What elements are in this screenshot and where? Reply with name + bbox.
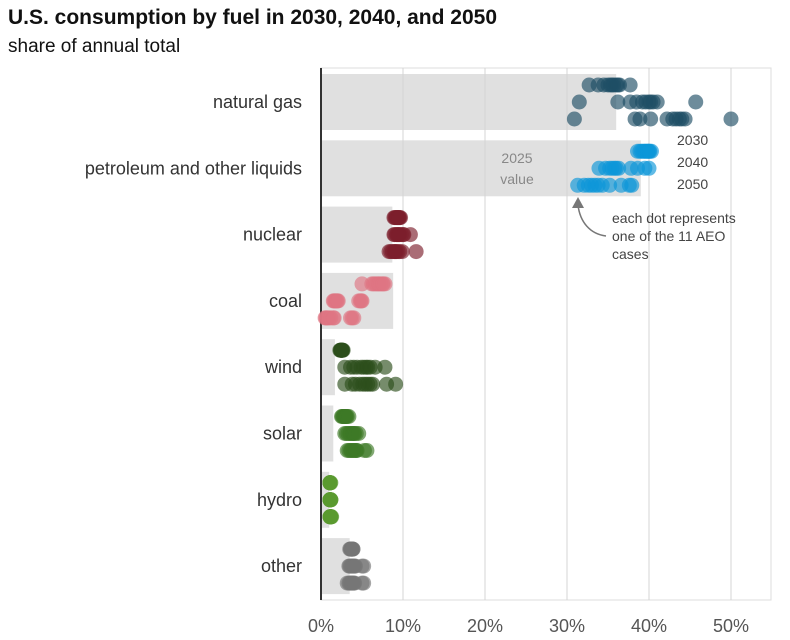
dot-2050 xyxy=(365,376,381,392)
annotation-arrow xyxy=(577,204,607,237)
dot-annotation: each dot represents xyxy=(612,210,736,226)
x-tick-label: 10% xyxy=(385,616,421,636)
dot-2030 xyxy=(345,541,361,557)
dot-2040 xyxy=(377,359,393,375)
x-tick-label: 0% xyxy=(308,616,334,636)
dot-2050 xyxy=(356,575,372,591)
dot-2050 xyxy=(602,177,618,193)
dot-2050 xyxy=(388,376,404,392)
category-label: solar xyxy=(263,424,302,444)
dot-2030 xyxy=(377,276,393,292)
dot-2040 xyxy=(402,227,418,243)
dot-2040 xyxy=(611,160,627,176)
x-tick-label: 40% xyxy=(631,616,667,636)
dot-2050 xyxy=(408,244,424,260)
dot-2040 xyxy=(649,94,665,110)
bar-annotation: 2025 xyxy=(501,150,532,166)
dot-2050 xyxy=(566,111,582,127)
bar-2025-wind xyxy=(321,339,335,396)
x-tick-label: 20% xyxy=(467,616,503,636)
dot-annotation: one of the 11 AEO xyxy=(612,228,725,244)
dot-2030 xyxy=(643,143,659,159)
bar-annotation: value xyxy=(500,171,534,187)
chart-subtitle: share of annual total xyxy=(8,36,181,57)
dot-2050 xyxy=(359,443,375,458)
category-label: coal xyxy=(269,291,302,311)
dot-2030 xyxy=(622,77,638,93)
dot-2040 xyxy=(351,426,367,441)
dot-2050 xyxy=(677,111,693,127)
dot-annotation: cases xyxy=(612,246,649,262)
bar-2025-solar xyxy=(321,405,334,462)
x-tick-label: 50% xyxy=(713,616,749,636)
bar-2025-nuclear xyxy=(321,206,393,263)
dot-2040 xyxy=(688,94,704,110)
dot-2040 xyxy=(641,160,657,176)
year-label: 2050 xyxy=(677,176,708,192)
dot-2030 xyxy=(323,475,339,491)
dot-2040 xyxy=(354,293,370,309)
category-label: hydro xyxy=(257,490,302,510)
dot-2050 xyxy=(346,310,362,326)
dot-2030 xyxy=(393,210,409,226)
dot-2050 xyxy=(632,111,648,127)
arrow-head-icon xyxy=(572,197,584,208)
dot-2050 xyxy=(394,244,410,260)
dot-2040 xyxy=(323,492,339,508)
category-label: petroleum and other liquids xyxy=(85,158,302,178)
year-label: 2030 xyxy=(677,132,708,148)
dot-2050 xyxy=(643,111,659,127)
x-tick-label: 30% xyxy=(549,616,585,636)
dot-2050 xyxy=(723,111,739,127)
dot-2040 xyxy=(610,94,626,110)
dot-2040 xyxy=(330,293,346,309)
category-label: nuclear xyxy=(243,225,302,245)
category-label: natural gas xyxy=(213,92,302,112)
dot-2040 xyxy=(356,558,372,574)
dot-2040 xyxy=(571,94,587,110)
category-label: wind xyxy=(264,357,302,377)
year-label: 2040 xyxy=(677,154,708,170)
dot-2030 xyxy=(335,342,351,358)
category-label: other xyxy=(261,556,302,576)
chart-title: U.S. consumption by fuel in 2030, 2040, … xyxy=(8,6,497,29)
dot-2030 xyxy=(341,409,357,424)
dot-2050 xyxy=(324,509,340,525)
dot-2030 xyxy=(611,77,627,93)
dot-2050 xyxy=(326,310,342,326)
dot-2050 xyxy=(624,177,640,193)
